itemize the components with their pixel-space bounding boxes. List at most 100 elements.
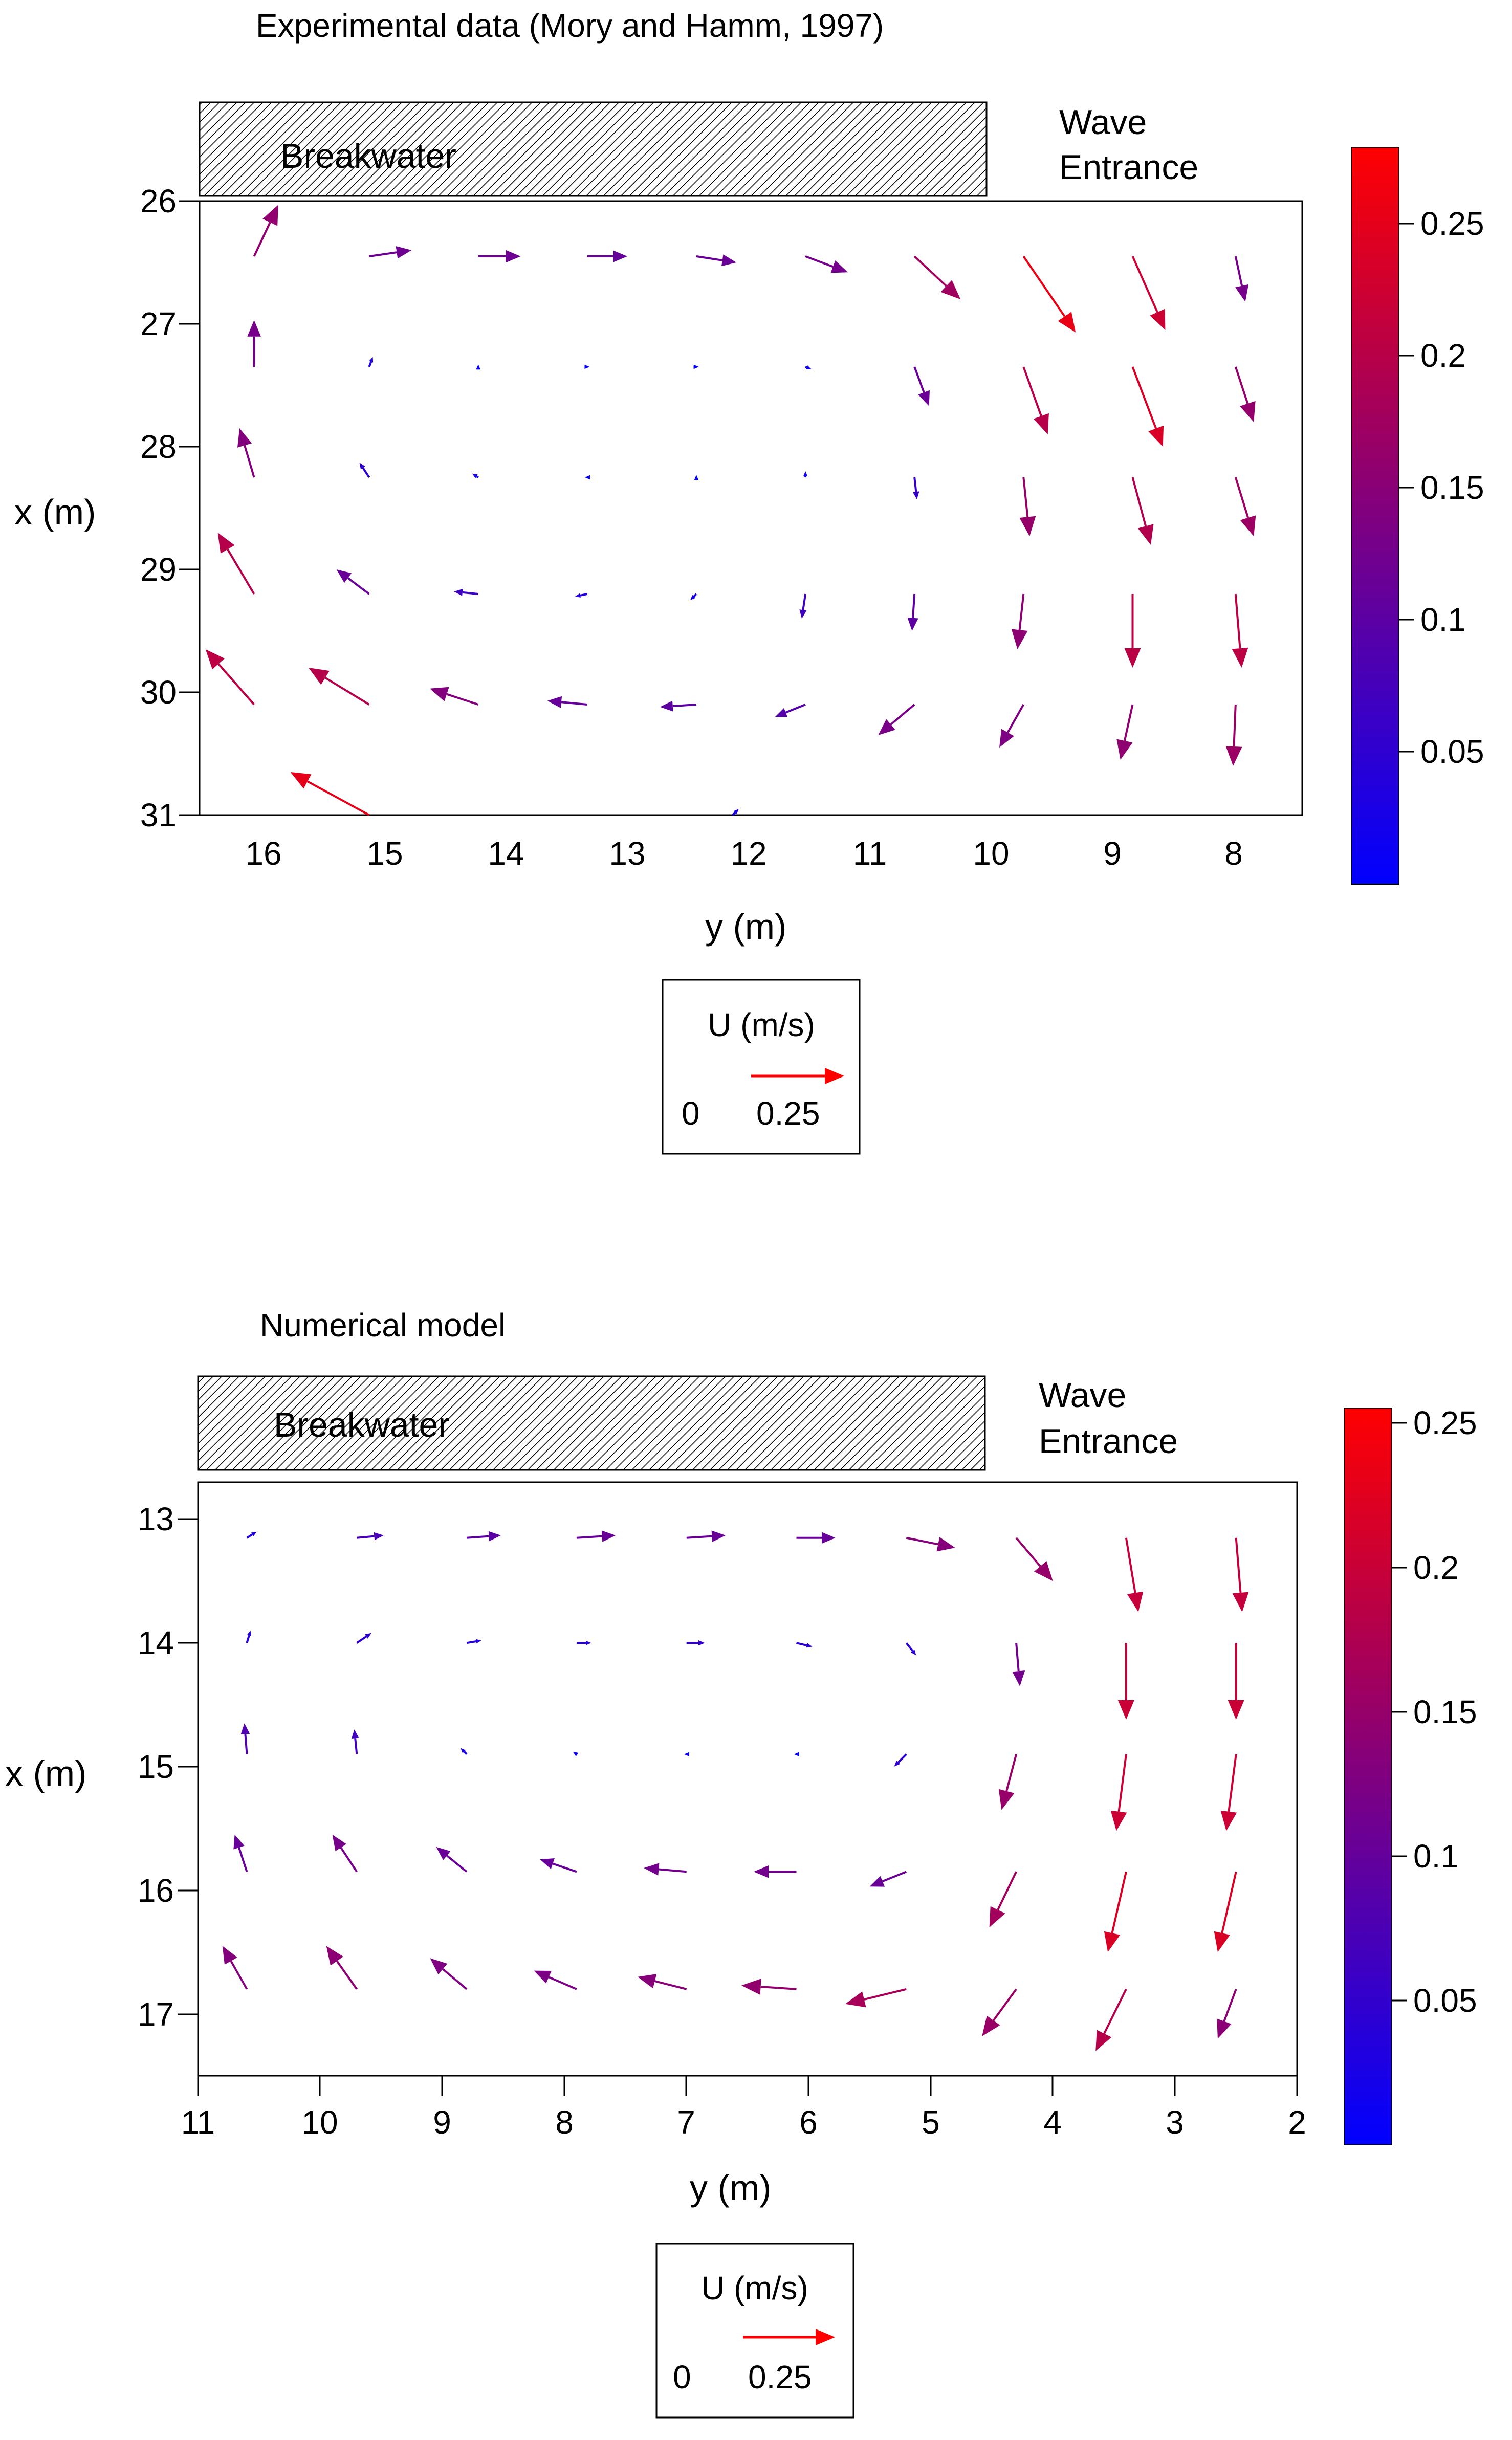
velocity-arrow-head xyxy=(237,428,252,448)
velocity-arrow xyxy=(803,471,808,477)
velocity-arrow xyxy=(466,1531,501,1542)
velocity-arrow-head xyxy=(894,1760,901,1767)
velocity-arrow-shaft xyxy=(1234,366,1249,404)
velocity-arrow xyxy=(466,1639,481,1644)
x-tick-label: 10 xyxy=(973,835,1009,872)
velocity-arrow xyxy=(684,1752,689,1756)
velocity-arrow xyxy=(906,1536,955,1552)
velocity-arrow-head xyxy=(775,708,788,717)
y-tick-label: 14 xyxy=(138,1624,174,1661)
x-tick-label: 7 xyxy=(677,2104,695,2141)
velocity-arrow-shaft xyxy=(1131,477,1147,526)
velocity-arrow xyxy=(237,428,255,478)
x-tick-label: 13 xyxy=(609,835,645,872)
chart-title: Experimental data (Mory and Hamm, 1997) xyxy=(256,7,884,44)
wave-label: Wave xyxy=(1039,1376,1126,1415)
velocity-arrow-shaft xyxy=(561,701,587,706)
velocity-arrow-shaft xyxy=(347,577,370,595)
x-tick-labels: 11 10 9 8 7 6 5 4 3 2 xyxy=(181,2104,1306,2141)
breakwater-label: Breakwater xyxy=(280,137,456,175)
velocity-arrow-head xyxy=(1012,1670,1025,1686)
velocity-arrow-head xyxy=(1240,401,1256,422)
velocity-arrow-shaft xyxy=(1234,477,1250,518)
velocity-arrow xyxy=(1234,366,1256,422)
y-tick-label: 29 xyxy=(140,551,177,588)
velocity-arrow-head xyxy=(217,533,235,554)
velocity-arrow-shaft xyxy=(1223,1989,1237,2022)
y-tick-labels: 13 14 15 16 17 xyxy=(138,1501,174,2033)
velocity-arrow xyxy=(253,205,278,257)
velocity-arrow-shaft xyxy=(1022,255,1066,317)
velocity-arrow xyxy=(576,1530,616,1542)
y-tick-label: 13 xyxy=(138,1501,174,1537)
x-tick-label: 6 xyxy=(799,2104,818,2141)
velocity-arrow xyxy=(1234,256,1249,302)
velocity-arrow xyxy=(845,1988,907,2008)
velocity-arrow xyxy=(436,1847,468,1873)
velocity-arrow-shaft xyxy=(696,255,723,261)
velocity-arrow-head xyxy=(1127,1591,1144,1612)
velocity-arrow xyxy=(1217,1989,1237,2039)
legend-ref-label: 0.25 xyxy=(748,2359,812,2395)
x-tick-label: 14 xyxy=(488,835,524,872)
velocity-arrow-head xyxy=(365,1633,371,1639)
velocity-arrow-head xyxy=(332,1834,346,1852)
velocity-arrow xyxy=(690,593,697,600)
velocity-arrow-head xyxy=(1117,1700,1134,1720)
breakwater-label: Breakwater xyxy=(274,1405,450,1444)
velocity-arrow-head xyxy=(741,1979,761,1995)
velocity-arrow-head xyxy=(878,719,895,735)
velocity-arrow-shaft xyxy=(1234,256,1243,287)
velocity-arrow-shaft xyxy=(1117,1754,1127,1812)
velocity-arrow-shaft xyxy=(906,1536,938,1546)
velocity-arrow-shaft xyxy=(463,1751,468,1755)
velocity-arrow-shaft xyxy=(913,366,925,393)
wave-label: Wave xyxy=(1059,103,1147,142)
velocity-arrow xyxy=(368,357,374,367)
velocity-arrow xyxy=(753,1865,797,1878)
velocity-arrow-shaft xyxy=(693,593,697,598)
velocity-arrow-head xyxy=(247,320,261,337)
velocity-arrow-head xyxy=(222,1946,237,1965)
velocity-arrow-head xyxy=(454,588,463,596)
velocity-arrow-shaft xyxy=(580,593,588,597)
y-tick-label: 28 xyxy=(140,428,177,465)
velocity-arrow-shaft xyxy=(1103,1988,1127,2034)
velocity-arrow-head xyxy=(711,1530,726,1542)
x-axis-label: y (m) xyxy=(705,907,786,947)
velocity-arrow-head xyxy=(205,649,225,670)
legend-ref-label: 0.25 xyxy=(756,1095,820,1132)
velocity-arrow-head xyxy=(601,1530,616,1542)
experimental-panel: Experimental data (Mory and Hamm, 1997) … xyxy=(14,7,1484,1155)
velocity-arrow-head xyxy=(1137,524,1154,545)
velocity-arrow-shaft xyxy=(732,811,736,816)
velocity-arrow-shaft xyxy=(1123,704,1134,741)
velocity-arrow xyxy=(454,588,478,596)
velocity-arrow xyxy=(309,668,370,706)
velocity-arrow-head xyxy=(461,1748,466,1753)
velocity-arrow xyxy=(332,1834,358,1873)
x-axis-label: y (m) xyxy=(690,2168,771,2208)
velocity-arrow-head xyxy=(799,609,807,619)
velocity-arrow-head xyxy=(1220,1810,1237,1831)
velocity-arrow-head xyxy=(693,364,699,369)
velocity-arrow-head xyxy=(660,700,673,712)
x-tick-label: 9 xyxy=(1103,835,1122,872)
velocity-arrow-head xyxy=(309,668,330,685)
velocity-arrow xyxy=(1011,593,1028,649)
velocity-arrow-shaft xyxy=(253,222,271,257)
y-tick-label: 27 xyxy=(140,305,177,342)
velocity-arrow xyxy=(660,700,697,712)
velocity-arrow-head xyxy=(1150,309,1166,330)
velocity-arrow xyxy=(741,1979,797,1995)
y-tick-label: 30 xyxy=(140,674,177,711)
velocity-arrow-shaft xyxy=(890,704,915,726)
x-tick-label: 2 xyxy=(1288,2104,1306,2141)
velocity-arrow-shaft xyxy=(1022,477,1029,517)
velocity-arrow-shaft xyxy=(905,1642,914,1652)
velocity-arrow-head xyxy=(721,254,737,267)
velocity-arrow xyxy=(246,1631,251,1643)
velocity-arrow-shaft xyxy=(354,1738,358,1754)
velocity-arrow-head xyxy=(869,1876,885,1887)
